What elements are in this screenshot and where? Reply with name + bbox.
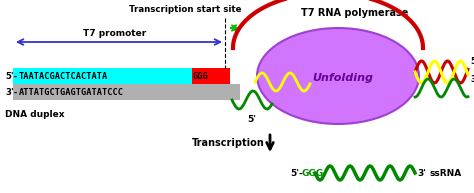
Text: 3'-: 3'- (5, 88, 18, 97)
Text: Transcription start site: Transcription start site (129, 5, 241, 14)
Text: TAATACGACTCACTATA: TAATACGACTCACTATA (19, 72, 108, 81)
Text: DNA duplex: DNA duplex (5, 110, 64, 119)
Text: 5': 5' (470, 58, 474, 67)
Bar (13, 84, 240, 100)
Bar (13, 68, 192, 84)
Text: ssRNA: ssRNA (430, 168, 462, 178)
Text: T7 RNA polymerase: T7 RNA polymerase (301, 8, 409, 18)
Text: T7 promoter: T7 promoter (83, 29, 146, 38)
Text: 5': 5' (247, 115, 256, 124)
Text: Transcription: Transcription (192, 138, 265, 148)
Text: ATTATGCTGAGTGATATCCC: ATTATGCTGAGTGATATCCC (19, 88, 124, 97)
Text: 3': 3' (470, 75, 474, 85)
Text: 5'-: 5'- (290, 168, 303, 178)
Text: 5'-: 5'- (5, 72, 17, 81)
Text: GGG: GGG (193, 72, 209, 81)
Ellipse shape (257, 28, 419, 124)
Bar (192, 68, 230, 84)
Text: GGG: GGG (302, 168, 324, 178)
Text: Unfolding: Unfolding (312, 73, 374, 83)
Text: 3': 3' (417, 168, 426, 178)
